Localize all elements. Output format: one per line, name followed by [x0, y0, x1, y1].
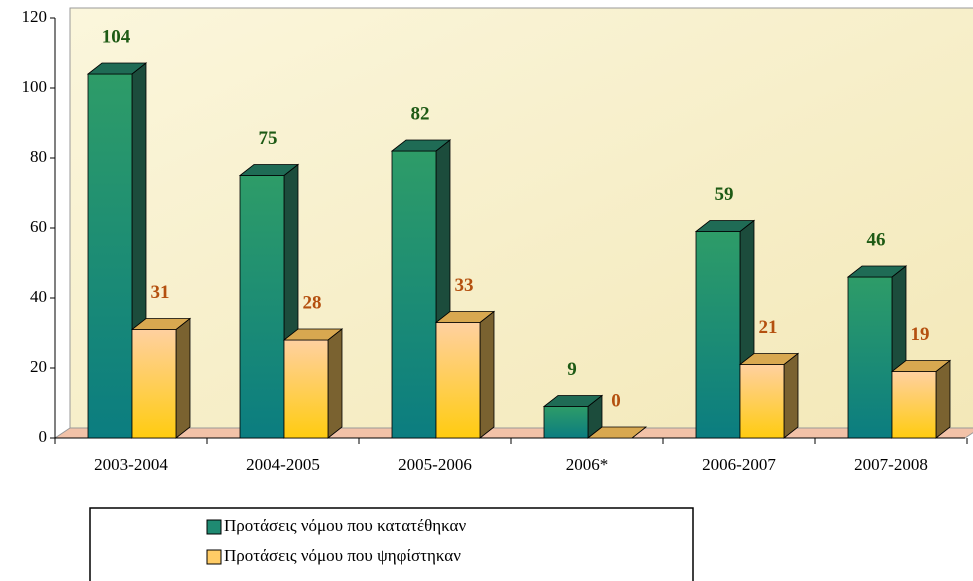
y-tick-label: 100 [22, 77, 48, 96]
bar [847, 276, 893, 439]
bar-top [390, 139, 452, 152]
legend-label: Προτάσεις νόμου που ψηφίστηκαν [224, 546, 461, 565]
x-tick-label: 2003-2004 [94, 455, 168, 474]
legend [89, 507, 694, 581]
back-wall [69, 7, 973, 429]
bar-top [130, 318, 192, 330]
value-label: 28 [303, 292, 322, 313]
value-label: 82 [411, 103, 430, 124]
value-label: 31 [151, 282, 170, 303]
bar-top [282, 328, 344, 341]
bar-side [327, 328, 343, 439]
bar [131, 329, 177, 439]
x-tick-label: 2004-2005 [246, 455, 320, 474]
value-label: 0 [611, 390, 621, 411]
value-label: 19 [911, 324, 930, 345]
y-tick-label: 60 [30, 217, 47, 236]
y-tick-label: 0 [39, 427, 48, 446]
bar [891, 371, 937, 439]
bar-top [846, 265, 908, 278]
bar [435, 322, 481, 439]
bar-top [694, 220, 756, 232]
value-label: 9 [567, 359, 577, 380]
bar-top [542, 395, 604, 407]
bar-top [890, 360, 952, 372]
bar-side [935, 359, 951, 439]
value-label: 33 [455, 275, 474, 296]
legend-swatch [206, 519, 222, 535]
y-tick-label: 120 [22, 7, 48, 26]
bar-side [783, 352, 799, 439]
value-label: 75 [259, 128, 278, 149]
y-tick-label: 40 [30, 287, 47, 306]
bar [543, 406, 589, 439]
floor [53, 427, 973, 439]
bar-top [238, 164, 300, 176]
legend-label: Προτάσεις νόμου που κατατέθηκαν [224, 516, 466, 535]
bar-top [738, 353, 800, 365]
bar-side [175, 317, 191, 439]
value-label: 59 [715, 184, 734, 205]
value-label: 46 [867, 229, 886, 250]
bar [239, 175, 285, 439]
x-tick-label: 2006* [566, 455, 609, 474]
bar-top [434, 311, 496, 323]
bar-side [479, 310, 495, 439]
bar [695, 231, 741, 439]
x-tick-label: 2006-2007 [702, 455, 776, 474]
bar [391, 150, 437, 439]
bar [739, 364, 785, 439]
bar-top [86, 62, 148, 75]
bar-top [586, 426, 648, 439]
y-tick-label: 80 [30, 147, 47, 166]
y-tick-label: 20 [30, 357, 47, 376]
x-tick-label: 2005-2006 [398, 455, 472, 474]
value-label: 21 [759, 317, 778, 338]
value-label: 104 [102, 26, 131, 47]
bar [283, 339, 329, 439]
bar [87, 73, 133, 439]
x-tick-label: 2007-2008 [854, 455, 928, 474]
legend-swatch [206, 549, 222, 565]
